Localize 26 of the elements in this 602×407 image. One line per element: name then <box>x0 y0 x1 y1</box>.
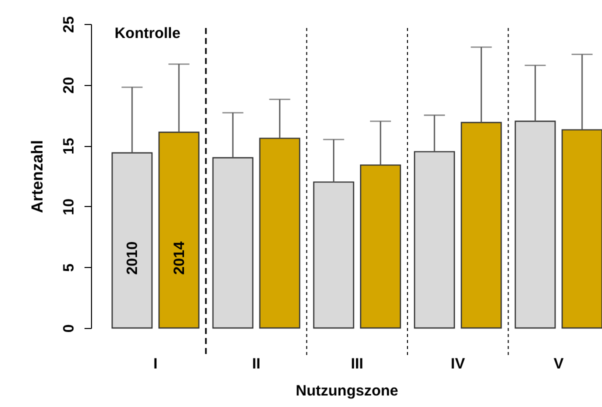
series-label: 2010 <box>124 241 142 275</box>
x-axis-title: Nutzungszone <box>296 382 398 400</box>
x-tick-label: III <box>350 356 364 372</box>
bar <box>259 138 300 329</box>
y-axis-title: Artenzahl <box>30 140 46 213</box>
bar <box>112 152 153 329</box>
bar <box>460 122 502 329</box>
y-tick-label: 15 <box>60 138 78 154</box>
bar <box>414 151 455 329</box>
y-tick-label: 20 <box>60 76 78 94</box>
bar <box>313 181 354 329</box>
y-tick-label: 10 <box>60 198 78 216</box>
x-tick-label: V <box>554 356 564 372</box>
bar <box>562 129 602 329</box>
y-tick-label: 0 <box>60 324 78 333</box>
y-tick-label: 25 <box>60 16 78 33</box>
series-label: 2014 <box>170 240 188 275</box>
annotation: Kontrolle <box>114 25 180 42</box>
bar <box>514 120 556 329</box>
y-tick-label: 5 <box>60 264 78 272</box>
bar <box>360 164 402 329</box>
x-tick-label: II <box>252 356 260 372</box>
bar <box>158 132 200 329</box>
bar <box>212 157 254 329</box>
x-tick-label: IV <box>450 356 465 372</box>
x-tick-label: I <box>153 356 158 372</box>
